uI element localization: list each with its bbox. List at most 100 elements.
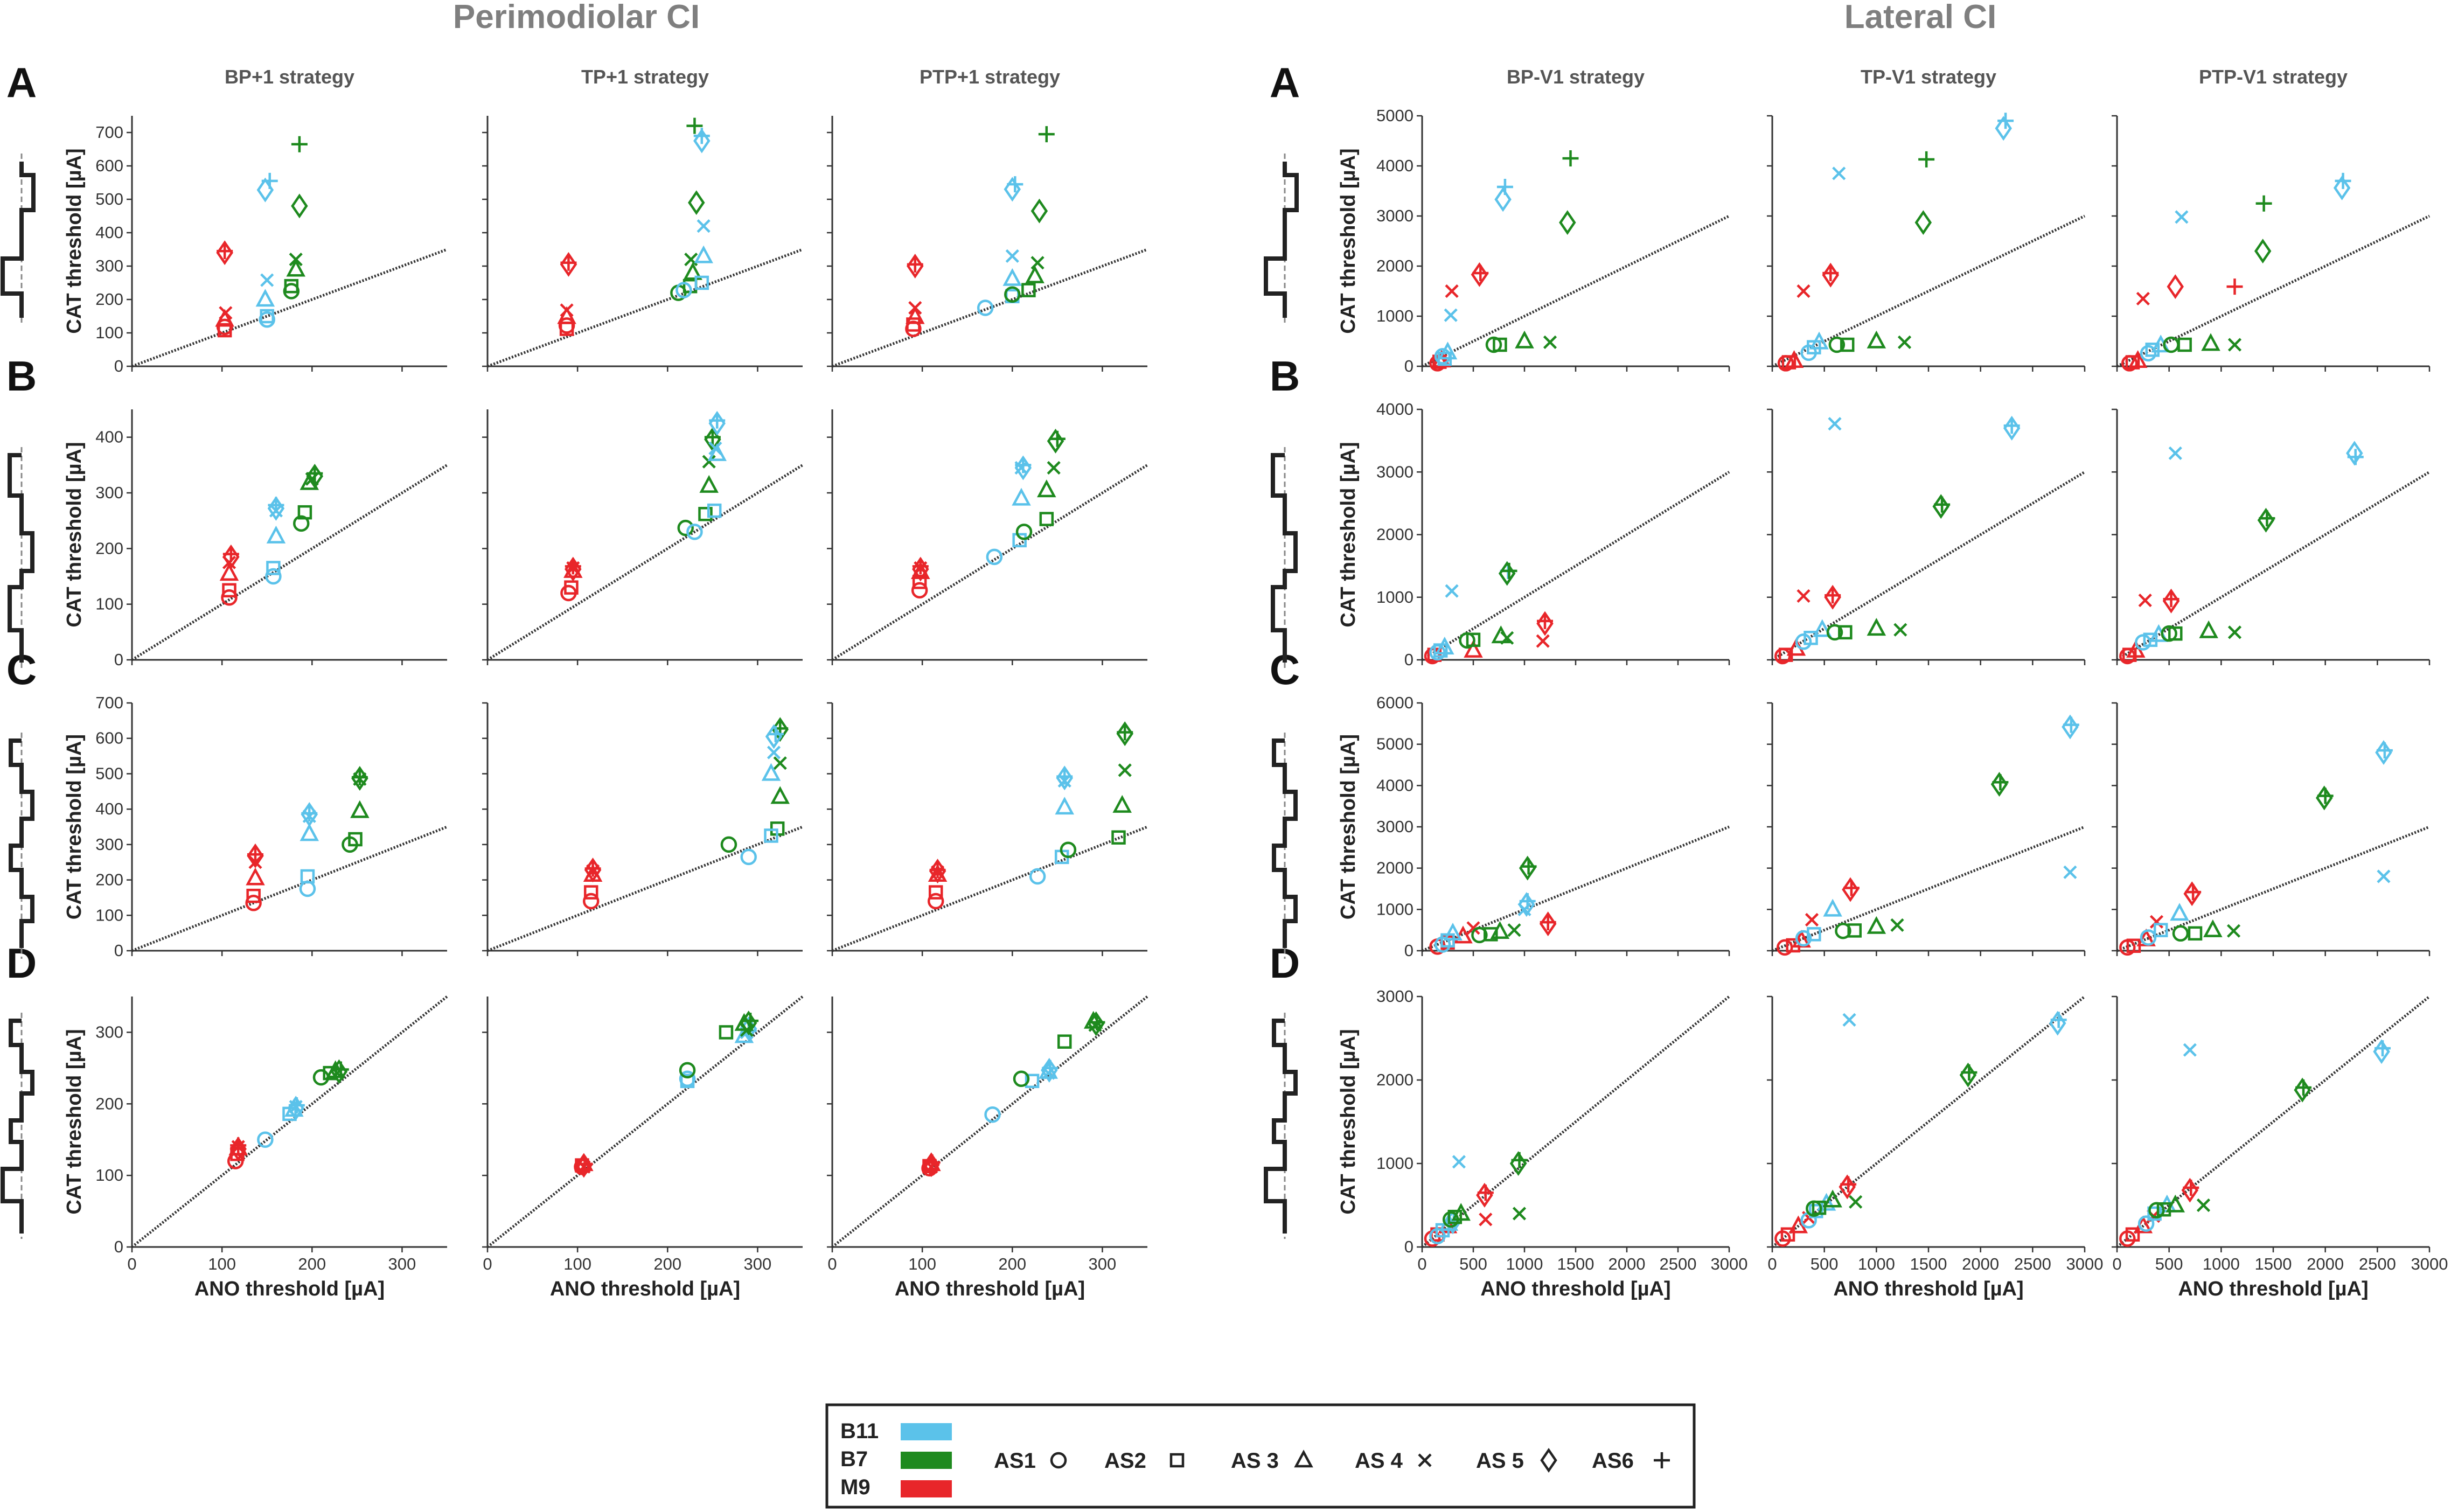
data-point-m9-circle — [1776, 939, 1793, 956]
data-point-b11-plus — [288, 1097, 305, 1113]
data-point-b11-plus — [301, 805, 318, 822]
data-point-m9-plus — [1825, 587, 1841, 604]
data-point-m9-triangle — [246, 867, 265, 886]
data-point-b11-diamond — [1995, 116, 2012, 141]
data-point-b11-triangle — [694, 245, 713, 263]
legend-swatch-b11 — [901, 1423, 952, 1440]
x-tick-label: 100 — [563, 1255, 591, 1273]
data-point-b7-triangle — [286, 259, 305, 277]
data-point-m9-x — [219, 306, 233, 320]
data-point-b7-diamond — [1116, 721, 1133, 747]
x-tick-label: 300 — [744, 1255, 772, 1273]
data-point-b7-square — [2188, 926, 2203, 941]
x-tick-label: 500 — [2155, 1255, 2183, 1273]
data-point-m9-diamond — [1471, 262, 1488, 287]
panel-b-4: 0 1000 2000 3000 4000 CAT threshold [µA] — [1337, 400, 1730, 669]
data-point-b7-diamond — [1047, 428, 1064, 454]
y-axis-label: CAT threshold [µA] — [63, 148, 86, 333]
y-tick-label: 300 — [95, 256, 123, 275]
data-point-m9-plus — [1472, 265, 1489, 282]
panel-d-5: 0 500 1000 1500 2000 2500 3000 ANO threshold [µ… — [1767, 995, 2103, 1300]
identity-line — [487, 248, 803, 368]
x-tick-label: 2000 — [1609, 1255, 1646, 1273]
data-point-b11-triangle — [1823, 898, 1842, 917]
data-point-b7-circle — [312, 1069, 330, 1086]
identity-line — [2116, 995, 2431, 1248]
x-tick-label: 2000 — [1962, 1255, 1999, 1273]
data-point-b11-x — [1452, 1155, 1466, 1169]
data-point-m9-square — [1780, 1227, 1795, 1242]
axis-lines — [1421, 703, 1729, 952]
data-point-b11-circle — [984, 1106, 1001, 1123]
scatter-panels: 0 100 200 300 400 500 600 700 BP+1 strategy CAT t… — [63, 66, 2448, 1300]
axis-lines — [1771, 116, 2085, 367]
axis-lines — [1771, 703, 2085, 952]
data-point-m9-circle — [216, 318, 233, 336]
data-point-b11-plus — [709, 412, 726, 429]
x-tick-label: 1000 — [1506, 1255, 1543, 1273]
data-point-m9-plus — [222, 546, 239, 562]
electrode-diagram-c-right — [1272, 733, 1298, 959]
legend-label-as4: AS 4 — [1355, 1449, 1403, 1473]
axis-lines — [831, 703, 1147, 952]
identity-line — [487, 825, 803, 952]
data-point-m9-square — [906, 317, 921, 332]
x-tick-label: 0 — [1767, 1255, 1777, 1273]
data-point-m9-triangle — [1464, 639, 1483, 658]
x-tick-label: 3000 — [1711, 1255, 1748, 1273]
identity-line — [131, 248, 448, 368]
panel-a-4: 0 1000 2000 3000 4000 5000 BP-V1 strategy CAT t… — [1337, 66, 1730, 375]
data-point-m9-x — [1466, 921, 1480, 935]
data-point-b11-triangle — [266, 525, 286, 544]
x-tick-label: 200 — [998, 1255, 1026, 1273]
panel-c-3 — [827, 702, 1148, 956]
data-point-b11-plus — [2003, 417, 2020, 434]
data-point-b7-square — [297, 505, 312, 520]
identity-line — [832, 248, 1148, 368]
data-point-m9-plus — [576, 1155, 593, 1172]
data-point-m9-x — [908, 301, 922, 315]
data-point-m9-triangle — [2128, 350, 2148, 368]
data-point-b11-x — [1842, 1013, 1856, 1027]
data-point-b11-x — [2183, 1043, 2197, 1057]
data-point-b11-circle — [299, 880, 316, 897]
data-point-b7-circle — [1826, 624, 1843, 641]
x-tick-label: 2500 — [1660, 1255, 1697, 1273]
data-point-b11-triangle — [1813, 619, 1832, 637]
data-point-b7-diamond — [1088, 1011, 1105, 1036]
data-point-m9-plus — [2185, 884, 2202, 901]
axis-lines — [131, 409, 447, 661]
data-point-b11-x — [2063, 865, 2077, 879]
data-point-b7-triangle — [1515, 330, 1534, 349]
data-point-b11-circle — [740, 848, 757, 866]
data-point-b11-x — [1832, 166, 1846, 180]
y-tick-label: 3000 — [1376, 987, 1413, 1006]
y-tick-label: 1000 — [1376, 306, 1413, 325]
electrode-diagram-d-left — [1, 1013, 34, 1239]
data-point-m9-triangle — [1784, 350, 1804, 368]
x-tick-label: 500 — [1811, 1255, 1839, 1273]
data-point-b11-circle — [977, 299, 994, 316]
data-point-b7-square — [284, 278, 299, 294]
data-point-m9-plus — [924, 1154, 941, 1171]
data-point-b7-x — [1849, 1195, 1863, 1209]
identity-line — [2116, 471, 2431, 661]
panel-title: PTP+1 strategy — [920, 66, 1060, 88]
data-point-b7-plus — [332, 1061, 349, 1078]
data-point-b11-x — [1828, 417, 1842, 431]
identity-line — [1771, 214, 2086, 368]
panel-b-2 — [482, 409, 804, 665]
data-point-b11-plus — [2050, 1012, 2067, 1028]
data-point-b11-plus — [1056, 768, 1073, 785]
y-tick-label: 0 — [114, 941, 123, 960]
data-point-m9-x — [1797, 589, 1811, 603]
y-tick-label: 200 — [95, 870, 123, 889]
data-point-b7-triangle — [1490, 921, 1510, 939]
data-point-m9-circle — [582, 893, 600, 910]
data-point-b11-square — [680, 1074, 695, 1089]
x-tick-label: 300 — [1089, 1255, 1117, 1273]
data-point-m9-diamond — [216, 240, 233, 266]
data-point-b7-circle — [2148, 1202, 2165, 1219]
identity-line — [131, 464, 448, 661]
data-point-m9-x — [1536, 634, 1550, 648]
